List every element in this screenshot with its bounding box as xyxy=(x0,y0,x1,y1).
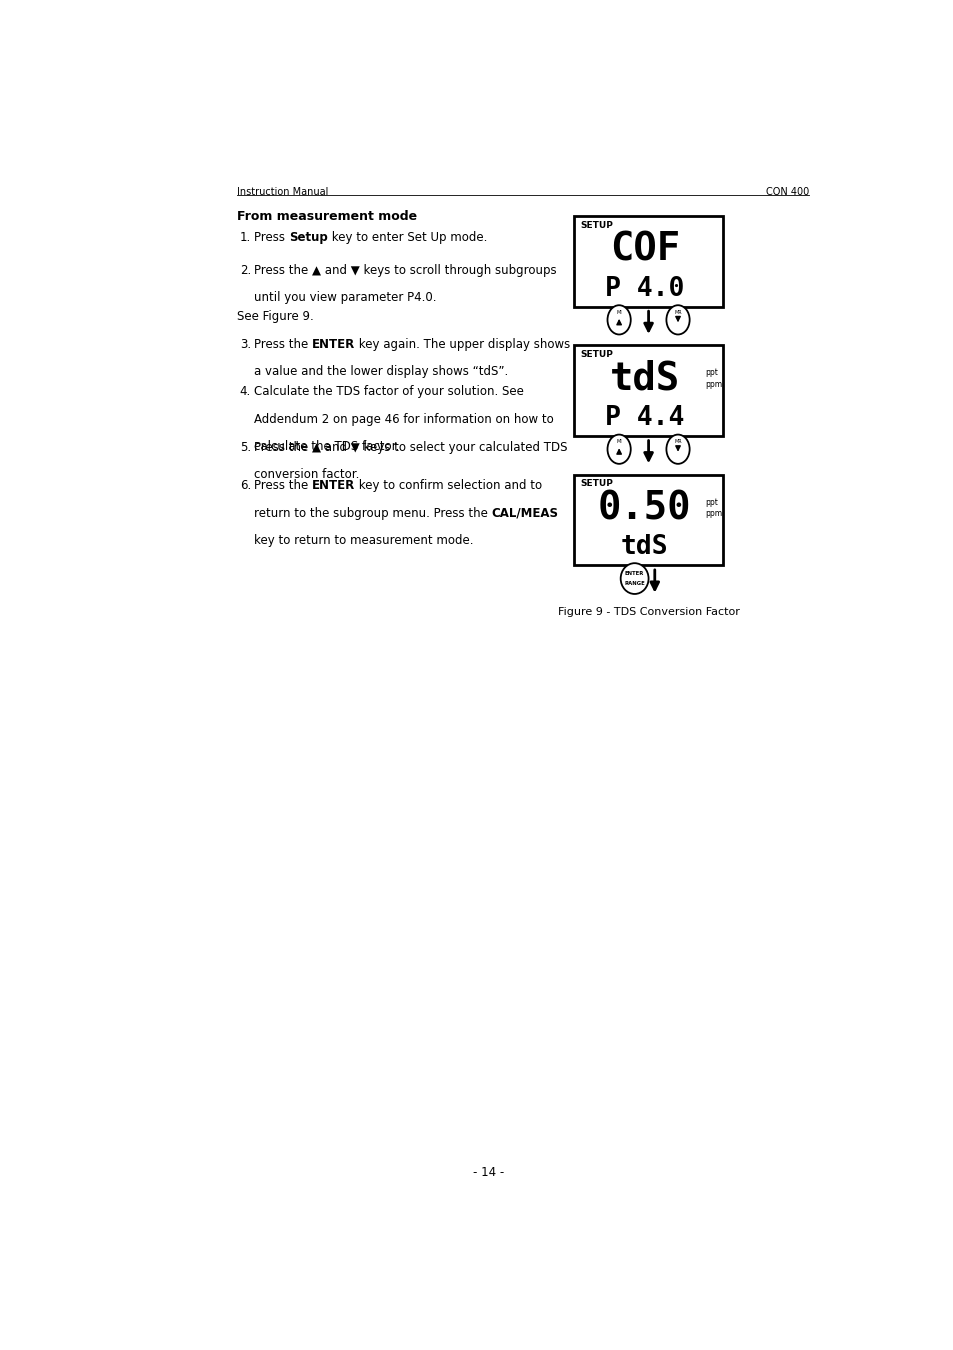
Text: key again. The upper display shows: key again. The upper display shows xyxy=(355,338,570,351)
Text: ENTER: ENTER xyxy=(624,571,643,575)
Bar xyxy=(574,216,722,306)
Text: ENTER: ENTER xyxy=(312,338,355,351)
Text: SETUP: SETUP xyxy=(579,479,613,489)
Text: P 4.0: P 4.0 xyxy=(604,275,683,301)
Text: return to the subgroup menu. Press the: return to the subgroup menu. Press the xyxy=(253,506,491,520)
Text: CAL/MEAS: CAL/MEAS xyxy=(491,506,558,520)
Text: Calculate the TDS factor of your solution. See: Calculate the TDS factor of your solutio… xyxy=(253,385,523,398)
Ellipse shape xyxy=(666,435,689,464)
Text: MR: MR xyxy=(674,439,681,444)
Ellipse shape xyxy=(620,563,648,594)
Text: tdS: tdS xyxy=(609,360,679,398)
Text: key to return to measurement mode.: key to return to measurement mode. xyxy=(253,533,473,547)
Text: ENTER: ENTER xyxy=(312,479,355,493)
Text: Press the ▲ and ▼ keys to select your calculated TDS: Press the ▲ and ▼ keys to select your ca… xyxy=(253,440,567,454)
Ellipse shape xyxy=(607,305,630,335)
Text: See Figure 9.: See Figure 9. xyxy=(236,310,314,323)
Text: 5.: 5. xyxy=(239,440,251,454)
Text: Instruction Manual: Instruction Manual xyxy=(236,188,328,197)
Text: ppt: ppt xyxy=(704,498,718,506)
Text: Press the: Press the xyxy=(253,479,312,493)
Text: 4.: 4. xyxy=(239,385,251,398)
Text: Press the ▲ and ▼ keys to scroll through subgroups: Press the ▲ and ▼ keys to scroll through… xyxy=(253,263,557,277)
Text: key to enter Set Up mode.: key to enter Set Up mode. xyxy=(327,231,486,244)
Text: 3.: 3. xyxy=(239,338,251,351)
Bar xyxy=(574,475,722,566)
Text: - 14 -: - 14 - xyxy=(473,1166,504,1179)
Text: Addendum 2 on page 46 for information on how to: Addendum 2 on page 46 for information on… xyxy=(253,413,554,425)
Bar xyxy=(574,346,722,436)
Text: 2.: 2. xyxy=(239,263,251,277)
Ellipse shape xyxy=(607,435,630,464)
Text: tdS: tdS xyxy=(620,535,668,560)
Text: P 4.4: P 4.4 xyxy=(604,405,683,431)
Text: 1.: 1. xyxy=(239,231,251,244)
Ellipse shape xyxy=(666,305,689,335)
Text: MI: MI xyxy=(616,309,621,315)
Text: key to confirm selection and to: key to confirm selection and to xyxy=(355,479,542,493)
Text: 6.: 6. xyxy=(239,479,251,493)
Text: conversion factor.: conversion factor. xyxy=(253,468,359,481)
Text: ppm: ppm xyxy=(704,509,721,518)
Text: Press: Press xyxy=(253,231,289,244)
Text: SETUP: SETUP xyxy=(579,220,613,230)
Text: 0.50: 0.50 xyxy=(598,489,691,528)
Text: a value and the lower display shows “tdS”.: a value and the lower display shows “tdS… xyxy=(253,364,508,378)
Text: ppt: ppt xyxy=(704,369,718,377)
Text: Figure 9 - TDS Conversion Factor: Figure 9 - TDS Conversion Factor xyxy=(558,608,739,617)
Text: MI: MI xyxy=(616,439,621,444)
Text: COF: COF xyxy=(609,231,679,269)
Text: Press the: Press the xyxy=(253,338,312,351)
Text: ppm: ppm xyxy=(704,379,721,389)
Text: CON 400: CON 400 xyxy=(765,188,808,197)
Text: From measurement mode: From measurement mode xyxy=(236,209,416,223)
Text: until you view parameter P4.0.: until you view parameter P4.0. xyxy=(253,292,436,304)
Text: Setup: Setup xyxy=(289,231,327,244)
Text: SETUP: SETUP xyxy=(579,350,613,359)
Text: MR: MR xyxy=(674,309,681,315)
Text: calculate the TDS factor.: calculate the TDS factor. xyxy=(253,440,399,454)
Text: RANGE: RANGE xyxy=(623,580,644,586)
